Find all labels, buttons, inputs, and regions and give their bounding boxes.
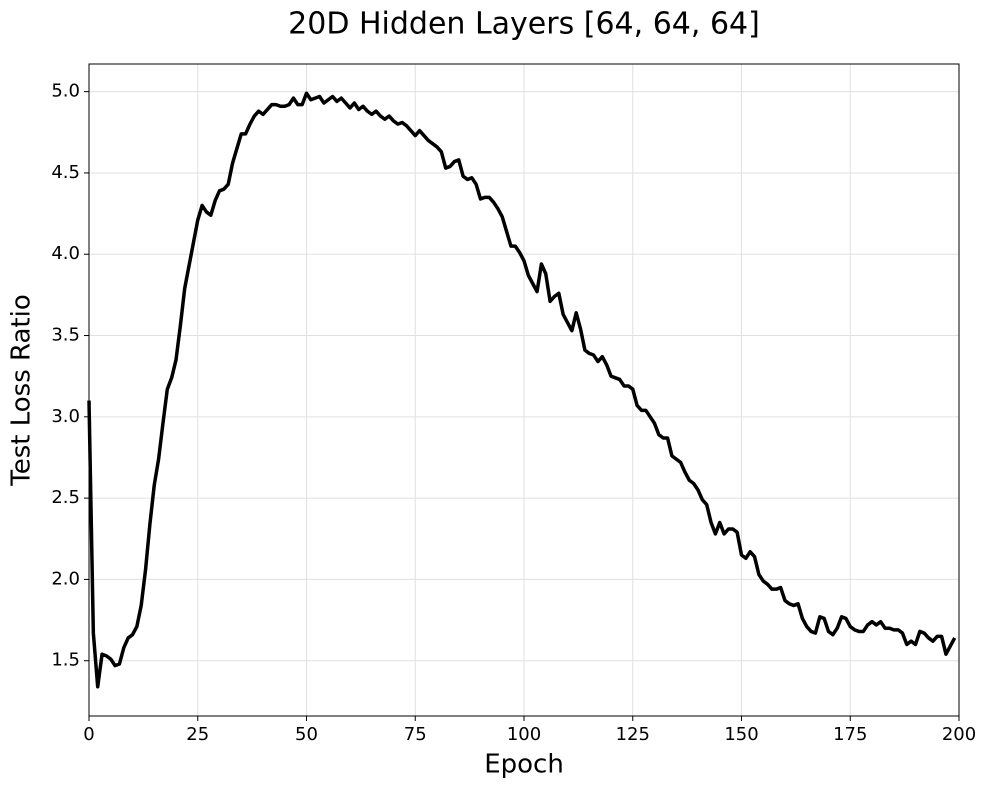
y-tick-label: 3.5 [51, 325, 80, 346]
x-tick-label: 125 [616, 724, 650, 745]
plot-frame [88, 63, 960, 717]
x-tick-label: 175 [833, 724, 867, 745]
y-tick-label: 4.0 [51, 243, 80, 264]
x-tick-label: 150 [724, 724, 758, 745]
y-tick-label: 2.5 [51, 487, 80, 508]
x-tick-label: 25 [186, 724, 209, 745]
chart-title: 20D Hidden Layers [64, 64, 64] [288, 7, 760, 42]
y-tick-label: 3.0 [51, 406, 80, 427]
y-tick-label: 2.0 [51, 568, 80, 589]
x-axis-label: Epoch [484, 750, 564, 780]
line-series [87, 91, 957, 689]
x-tick-label: 0 [83, 724, 94, 745]
x-tick-label: 100 [507, 724, 541, 745]
x-tick-label: 50 [295, 724, 318, 745]
y-tick-label: 1.5 [51, 650, 80, 671]
y-tick-label: 4.5 [51, 162, 80, 183]
x-tick-label: 75 [404, 724, 427, 745]
x-tick-label: 200 [942, 724, 976, 745]
y-tick-label: 5.0 [51, 81, 80, 102]
y-axis-label: Test Loss Ratio [7, 294, 37, 487]
